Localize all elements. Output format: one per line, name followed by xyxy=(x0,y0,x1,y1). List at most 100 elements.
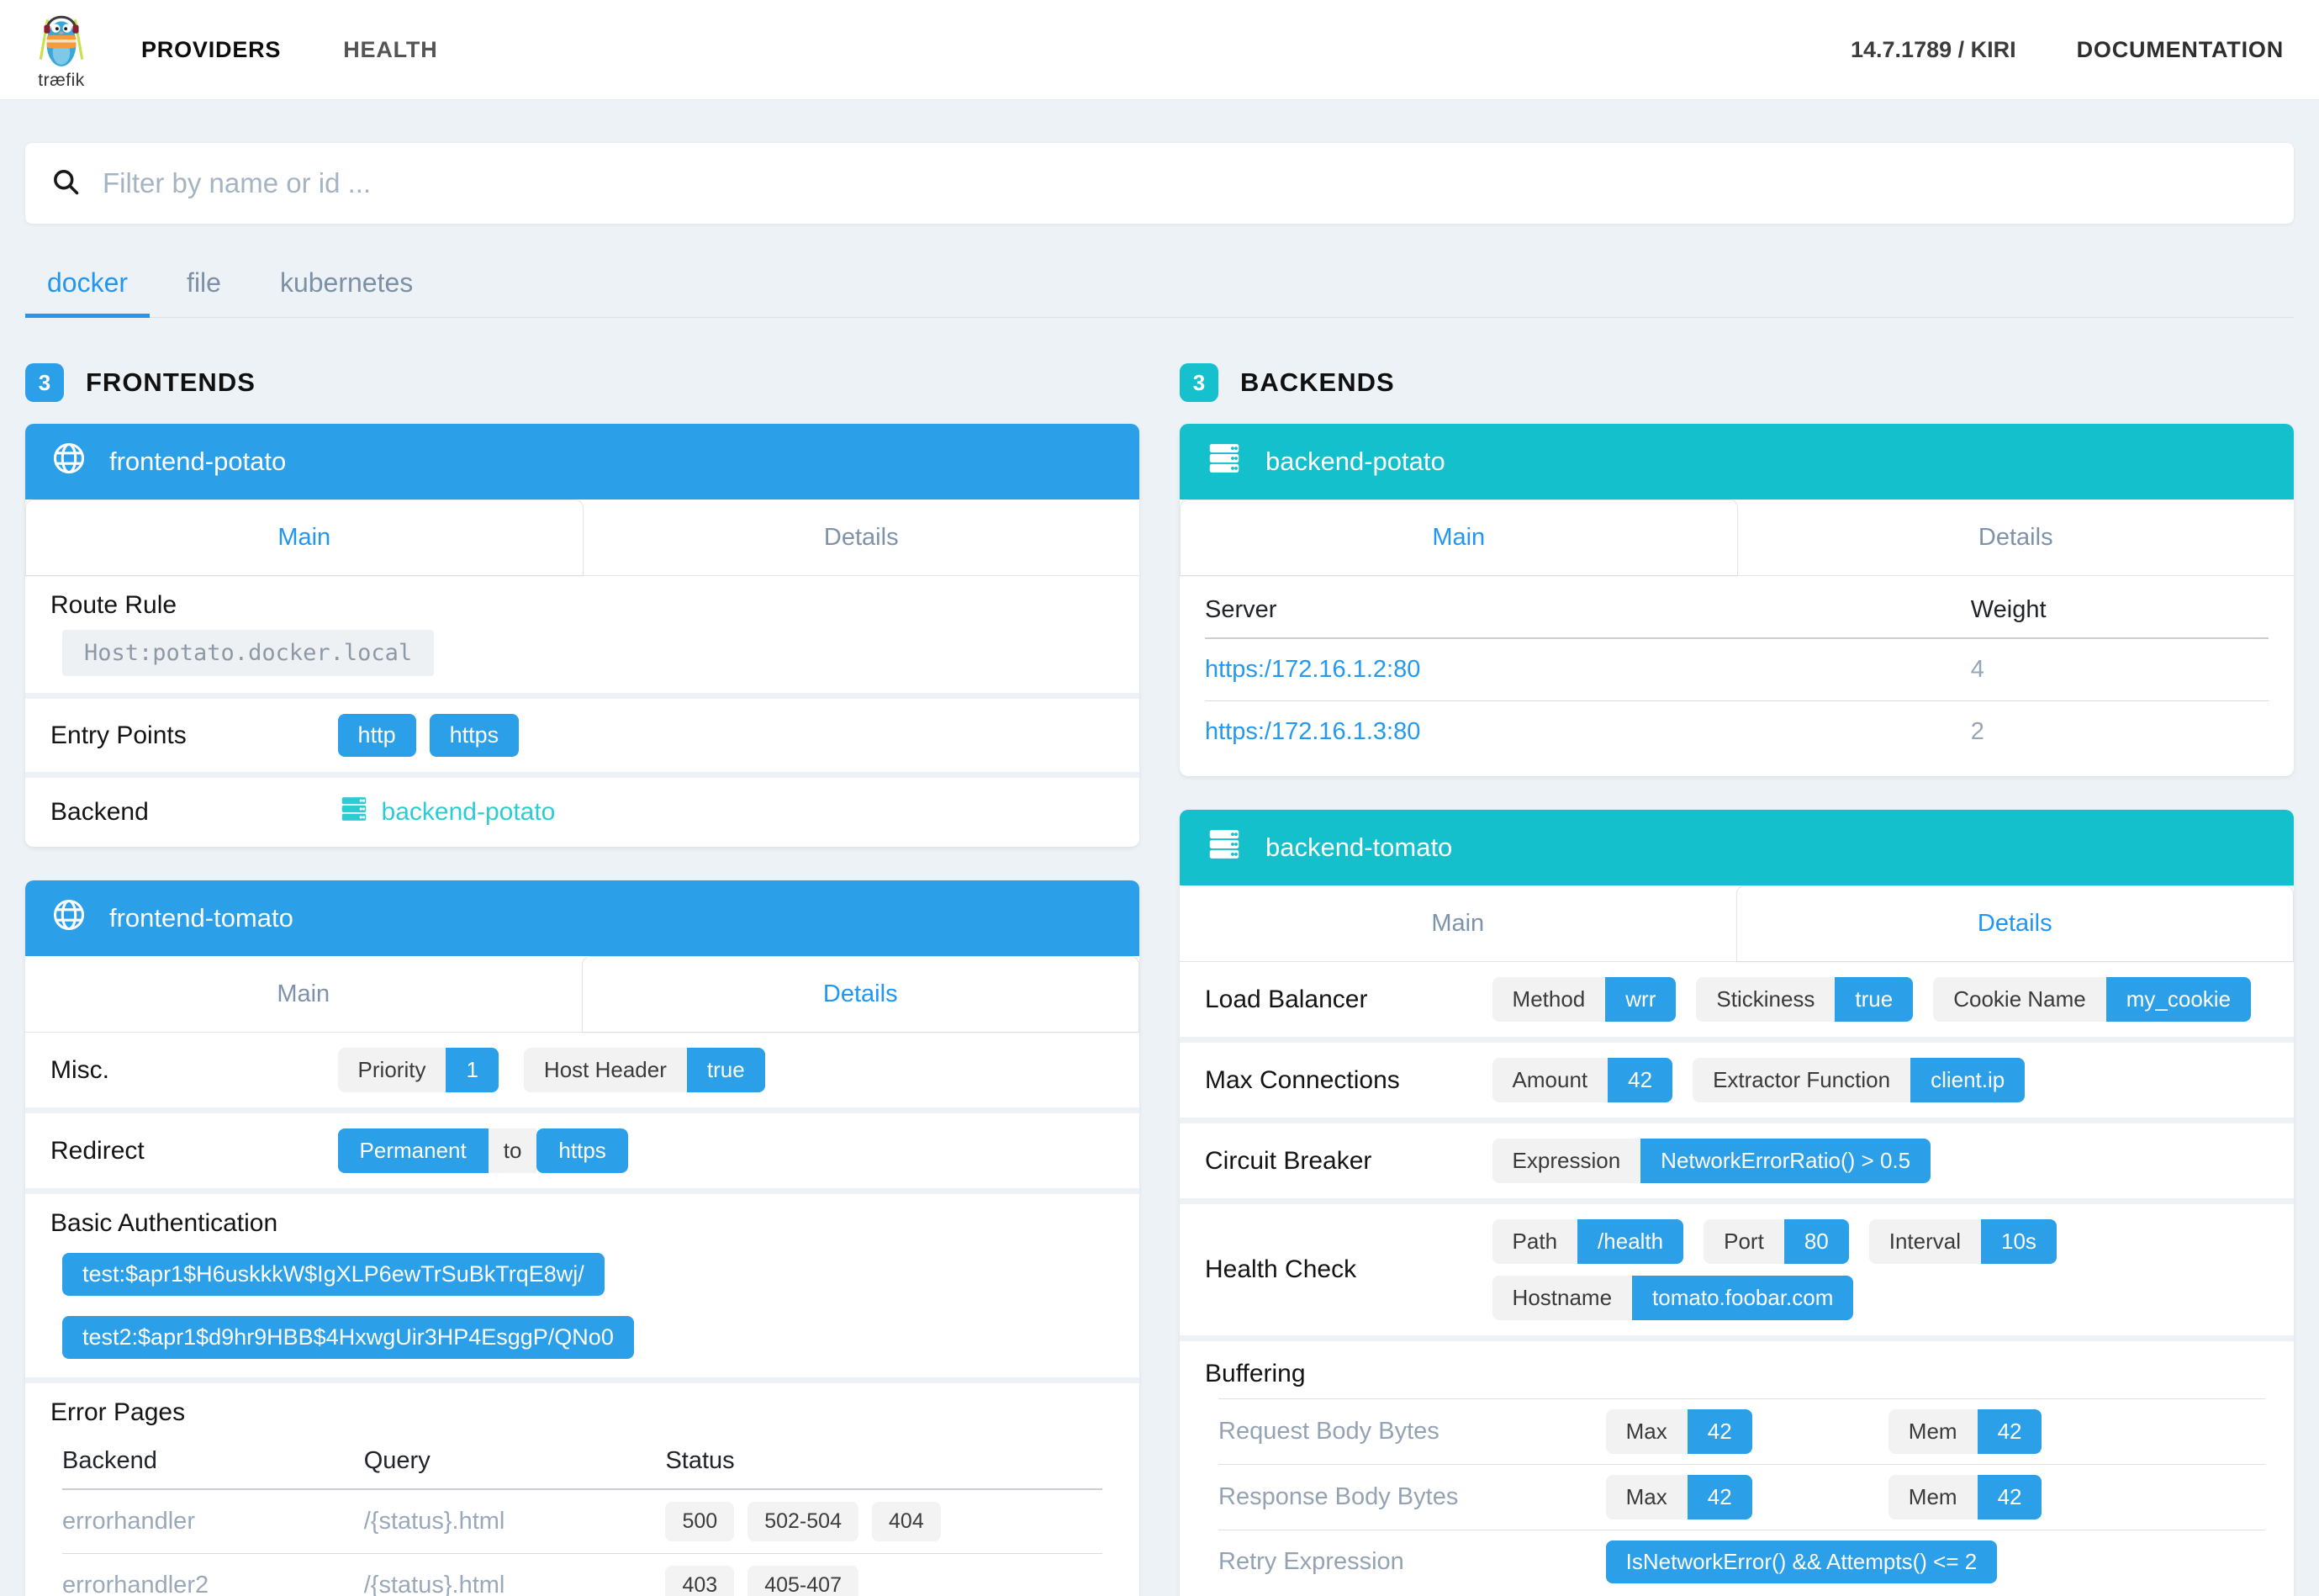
entry-points-row: Entry Points http https xyxy=(25,699,1139,778)
status-tag: 500 xyxy=(665,1502,735,1541)
frontend-tomato-card-header: frontend-tomato xyxy=(25,880,1139,956)
route-rule-value: Host:potato.docker.local xyxy=(62,630,435,676)
server-link[interactable]: https:/172.16.1.2:80 xyxy=(1205,656,1421,683)
backend-potato-tab-details[interactable]: Details xyxy=(1978,523,2053,551)
misc-label: Misc. xyxy=(50,1055,109,1084)
health-check-label: Health Check xyxy=(1205,1255,1357,1283)
tab-docker[interactable]: docker xyxy=(25,259,151,318)
backend-potato-card: backend-potato Main Details Server Weigh… xyxy=(1180,424,2294,776)
server-stack-icon xyxy=(1205,439,1244,484)
route-rule-row: Route Rule Host:potato.docker.local xyxy=(25,576,1139,699)
error-pages-table-row: errorhandler2 /{status}.html 403 405-407 xyxy=(62,1554,1102,1596)
status-tag: 403 xyxy=(665,1566,735,1596)
load-balancer-row: Load Balancer Method wrr Stickiness true C… xyxy=(1180,962,2294,1043)
nav-item-documentation[interactable]: DOCUMENTATION xyxy=(2076,36,2284,62)
retry-expression-label: Retry Expression xyxy=(1218,1548,1404,1575)
backend-potato-link[interactable]: backend-potato xyxy=(338,793,555,832)
frontend-potato-tabs: Main Details xyxy=(25,499,1139,576)
globe-icon xyxy=(50,896,87,940)
backend-tomato-name: backend-tomato xyxy=(1265,832,1453,862)
mem-pill: Mem 42 xyxy=(1888,1475,2042,1519)
response-body-bytes-label: Response Body Bytes xyxy=(1218,1483,1459,1510)
error-pages-row: Error Pages Backend Query Status errorha… xyxy=(25,1383,1139,1596)
frontend-tomato-tabs: Main Details xyxy=(25,956,1139,1033)
route-rule-label: Route Rule xyxy=(50,591,177,619)
frontend-tomato-tab-details[interactable]: Details xyxy=(581,956,1139,1032)
max-connections-label: Max Connections xyxy=(1205,1065,1400,1094)
entry-points-label: Entry Points xyxy=(50,721,187,749)
frontend-tomato-card: frontend-tomato Main Details Misc. Prior… xyxy=(25,880,1139,1596)
port-pill: Port 80 xyxy=(1704,1219,1849,1264)
frontend-potato-card: frontend-potato Main Details Route Rule … xyxy=(25,424,1139,847)
server-weight: 2 xyxy=(1970,718,1984,745)
frontend-potato-name: frontend-potato xyxy=(109,447,287,476)
buffering-row: Buffering Request Body Bytes Max 42 Mem 42 xyxy=(1180,1341,2294,1596)
brand-name: træfik xyxy=(38,70,85,90)
provider-tabs: docker file kubernetes xyxy=(25,259,2294,318)
circuit-breaker-label: Circuit Breaker xyxy=(1205,1146,1372,1175)
status-tag: 404 xyxy=(872,1502,941,1541)
request-body-bytes-row: Request Body Bytes Max 42 Mem 42 xyxy=(1218,1398,2265,1464)
error-pages-table-row: errorhandler /{status}.html 500 502-504 … xyxy=(62,1490,1102,1554)
backend-potato-tabs: Main Details xyxy=(1180,499,2294,576)
backend-tomato-card-header: backend-tomato xyxy=(1180,810,2294,885)
frontends-column: 3 FRONTENDS frontend-potato Main De xyxy=(25,363,1139,1596)
filter-input[interactable] xyxy=(103,167,2269,199)
frontend-tomato-tab-main[interactable]: Main xyxy=(277,980,330,1007)
tab-kubernetes[interactable]: kubernetes xyxy=(279,267,414,298)
status-tag: 405-407 xyxy=(747,1566,858,1596)
backend-row: Backend xyxy=(25,778,1139,847)
navbar: træfik PROVIDERS HEALTH 14.7.1789 / KIRI… xyxy=(0,0,2319,99)
version-label: 14.7.1789 / KIRI xyxy=(1851,36,2016,62)
retry-expression-row: Retry Expression IsNetworkError() && Att… xyxy=(1218,1530,2265,1593)
response-body-bytes-row: Response Body Bytes Max 42 Mem 42 xyxy=(1218,1464,2265,1530)
entry-point-tag: https xyxy=(429,714,520,757)
server-stack-icon xyxy=(1205,825,1244,870)
servers-table-header: Server Weight xyxy=(1205,584,2269,639)
backends-column: 3 BACKENDS xyxy=(1180,363,2294,1596)
backend-tomato-tab-details[interactable]: Details xyxy=(1735,885,2294,961)
load-balancer-label: Load Balancer xyxy=(1205,985,1368,1013)
backend-potato-tab-main[interactable]: Main xyxy=(1180,499,1738,575)
tab-file[interactable]: file xyxy=(187,267,221,298)
basic-auth-label: Basic Authentication xyxy=(50,1209,278,1237)
basic-auth-row: Basic Authentication test:$apr1$H6uskkkW… xyxy=(25,1194,1139,1383)
server-link[interactable]: https:/172.16.1.3:80 xyxy=(1205,718,1421,745)
nav-item-providers[interactable]: PROVIDERS xyxy=(141,36,282,62)
interval-pill: Interval 10s xyxy=(1868,1219,2057,1264)
expression-pill: Expression NetworkErrorRatio() > 0.5 xyxy=(1492,1139,1931,1183)
redirect-label: Redirect xyxy=(50,1136,145,1165)
max-connections-row: Max Connections Amount 42 Extractor Funct… xyxy=(1180,1043,2294,1123)
entry-point-tag: http xyxy=(337,714,416,757)
basic-auth-tag: test:$apr1$H6uskkkW$IgXLP6ewTrSuBkTrqE8w… xyxy=(62,1253,605,1296)
frontend-potato-tab-details[interactable]: Details xyxy=(823,523,899,551)
error-pages-table: Backend Query Status errorhandler /{stat… xyxy=(62,1435,1102,1596)
error-pages-label: Error Pages xyxy=(50,1398,186,1426)
circuit-breaker-row: Circuit Breaker Expression NetworkErrorRa… xyxy=(1180,1123,2294,1204)
frontend-tomato-name: frontend-tomato xyxy=(109,903,293,933)
nav-item-health[interactable]: HEALTH xyxy=(343,36,438,62)
redirect-row: Redirect Permanent to https xyxy=(25,1113,1139,1194)
traefik-logo[interactable]: træfik xyxy=(35,9,87,91)
method-pill: Method wrr xyxy=(1492,977,1677,1022)
max-pill: Max 42 xyxy=(1605,1475,1752,1519)
stickiness-pill: Stickiness true xyxy=(1696,977,1914,1022)
traefik-gopher-icon xyxy=(35,9,87,74)
retry-expression-tag: IsNetworkError() && Attempts() <= 2 xyxy=(1605,1541,1998,1583)
backends-count-badge: 3 xyxy=(1180,363,1218,402)
frontends-title: FRONTENDS xyxy=(86,367,256,397)
backend-potato-name: backend-potato xyxy=(1265,447,1445,476)
filter-bar xyxy=(25,143,2294,224)
status-tag: 502-504 xyxy=(747,1502,858,1541)
globe-icon xyxy=(50,440,87,484)
backends-title: BACKENDS xyxy=(1240,367,1395,397)
misc-row: Misc. Priority 1 Host Header true xyxy=(25,1033,1139,1113)
basic-auth-tag: test2:$apr1$d9hr9HBB$4HxwgUir3HP4EsggP/Q… xyxy=(62,1316,634,1359)
cookie-name-pill: Cookie Name my_cookie xyxy=(1933,977,2252,1022)
host-header-pill: Host Header true xyxy=(523,1048,765,1092)
frontend-potato-tab-main[interactable]: Main xyxy=(25,499,584,575)
hostname-pill: Hostname tomato.foobar.com xyxy=(1492,1276,1854,1320)
path-pill: Path/health xyxy=(1492,1219,1684,1264)
backend-tomato-tab-main[interactable]: Main xyxy=(1431,909,1485,937)
amount-pill: Amount 42 xyxy=(1492,1058,1673,1102)
